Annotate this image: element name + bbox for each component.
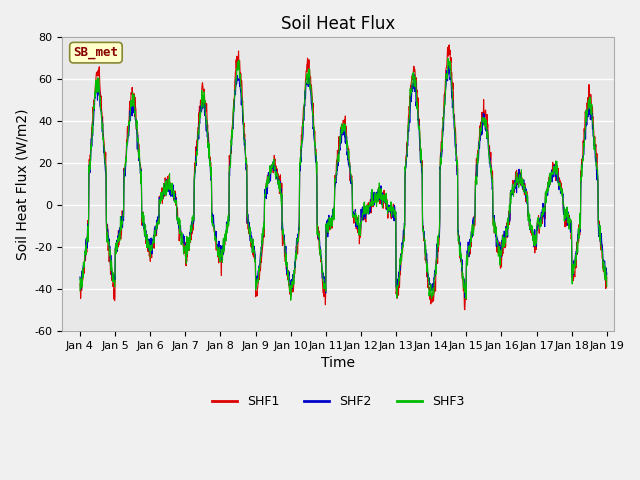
Line: SHF3: SHF3 — [80, 59, 607, 300]
SHF2 — [603, 270, 611, 276]
SHF3 — [468, 229, 476, 235]
SHF2 — [597, 235, 605, 241]
SHF3 — [287, 297, 294, 303]
Legend: SHF1, SHF2, SHF3: SHF1, SHF2, SHF3 — [207, 390, 469, 413]
Line: SHF1: SHF1 — [80, 45, 607, 310]
SHF2 — [445, 62, 453, 68]
SHF2 — [159, 194, 166, 200]
SHF3 — [444, 56, 452, 61]
SHF1 — [445, 42, 453, 48]
SHF2 — [76, 274, 84, 280]
SHF3 — [597, 240, 605, 246]
SHF1 — [319, 290, 327, 296]
SHF3 — [320, 280, 328, 286]
SHF1 — [461, 307, 468, 312]
SHF3 — [330, 206, 337, 212]
SHF2 — [330, 213, 337, 219]
SHF1 — [159, 201, 166, 206]
SHF3 — [76, 288, 84, 294]
SHF1 — [597, 247, 605, 252]
SHF3 — [603, 284, 611, 289]
SHF2 — [461, 294, 468, 300]
Y-axis label: Soil Heat Flux (W/m2): Soil Heat Flux (W/m2) — [15, 108, 29, 260]
SHF2 — [319, 275, 327, 281]
SHF1 — [545, 174, 553, 180]
SHF3 — [159, 190, 166, 195]
SHF1 — [603, 274, 611, 280]
Title: Soil Heat Flux: Soil Heat Flux — [281, 15, 396, 33]
SHF2 — [545, 184, 553, 190]
Text: SB_met: SB_met — [74, 46, 118, 59]
SHF1 — [330, 207, 337, 213]
SHF3 — [545, 181, 553, 187]
SHF1 — [76, 281, 84, 287]
Line: SHF2: SHF2 — [80, 65, 607, 297]
SHF2 — [468, 234, 476, 240]
SHF1 — [468, 234, 476, 240]
X-axis label: Time: Time — [321, 356, 355, 370]
